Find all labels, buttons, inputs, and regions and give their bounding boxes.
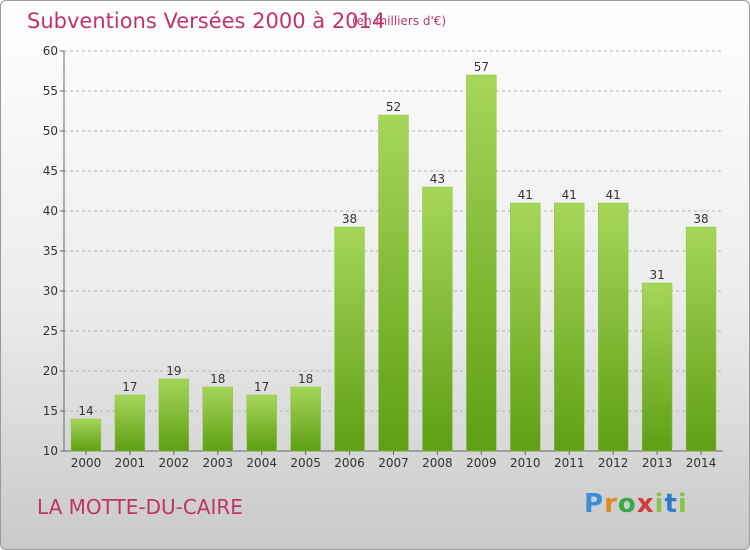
- chart-subtitle: (en milliers d'€): [352, 14, 447, 28]
- bar-value-label: 41: [518, 188, 533, 202]
- bar-value-label: 43: [430, 172, 445, 186]
- chart-title: Subventions Versées 2000 à 2014: [27, 9, 386, 33]
- x-tick-label: 2013: [642, 456, 673, 470]
- bar-value-label: 38: [342, 212, 357, 226]
- x-tick-label: 2004: [246, 456, 277, 470]
- bar: [290, 386, 321, 452]
- x-tick-label: 2000: [71, 456, 102, 470]
- y-tick-label: 60: [43, 44, 58, 58]
- x-tick-label: 2014: [686, 456, 717, 470]
- x-tick-label: 2006: [334, 456, 365, 470]
- commune-name: LA MOTTE-DU-CAIRE: [37, 495, 243, 519]
- bar-value-label: 17: [254, 380, 269, 394]
- x-tick-label: 2002: [159, 456, 190, 470]
- bar: [114, 394, 146, 452]
- bar: [334, 226, 365, 452]
- y-tick-label: 55: [43, 84, 58, 98]
- bar: [158, 378, 190, 452]
- bar: [246, 394, 277, 452]
- y-tick-label: 45: [43, 164, 58, 178]
- bar-value-label: 41: [606, 188, 621, 202]
- bar-value-label: 14: [78, 404, 93, 418]
- labels: 10 15 20 25 30 35 40 45 50 55 60 14 2000 17 2001 19 2002…: [43, 44, 717, 470]
- y-tick-label: 20: [43, 364, 58, 378]
- bar: [554, 202, 585, 452]
- x-tick-label: 2011: [554, 456, 585, 470]
- y-tick-label: 30: [43, 284, 58, 298]
- y-tick-label: 25: [43, 324, 58, 338]
- x-tick-label: 2012: [598, 456, 629, 470]
- x-tick-label: 2010: [510, 456, 541, 470]
- bar: [641, 282, 673, 452]
- bars: [70, 74, 717, 452]
- bar-value-label: 19: [166, 364, 181, 378]
- y-tick-label: 40: [43, 204, 58, 218]
- bar-value-label: 57: [474, 60, 489, 74]
- x-tick-label: 2003: [202, 456, 233, 470]
- x-tick-label: 2001: [115, 456, 146, 470]
- x-tick-label: 2009: [466, 456, 497, 470]
- bar: [597, 202, 629, 452]
- proxiti-logo: Proxiti: [584, 489, 688, 519]
- bar: [70, 418, 102, 452]
- bar: [466, 74, 497, 452]
- bar: [685, 226, 717, 452]
- bar: [510, 202, 541, 452]
- y-tick-label: 50: [43, 124, 58, 138]
- bar-value-label: 17: [122, 380, 137, 394]
- bar-value-label: 52: [386, 100, 401, 114]
- bar-value-label: 18: [298, 372, 313, 386]
- x-tick-label: 2005: [290, 456, 321, 470]
- bar: [378, 114, 409, 452]
- bar: [202, 386, 233, 452]
- x-tick-label: 2008: [422, 456, 453, 470]
- x-tick-label: 2007: [378, 456, 409, 470]
- bar: [422, 186, 453, 452]
- bar-value-label: 38: [693, 212, 708, 226]
- bar-value-label: 18: [210, 372, 225, 386]
- y-tick-label: 15: [43, 404, 58, 418]
- bar-value-label: 31: [649, 268, 664, 282]
- y-tick-label: 10: [43, 444, 58, 458]
- y-tick-label: 35: [43, 244, 58, 258]
- bar-value-label: 41: [562, 188, 577, 202]
